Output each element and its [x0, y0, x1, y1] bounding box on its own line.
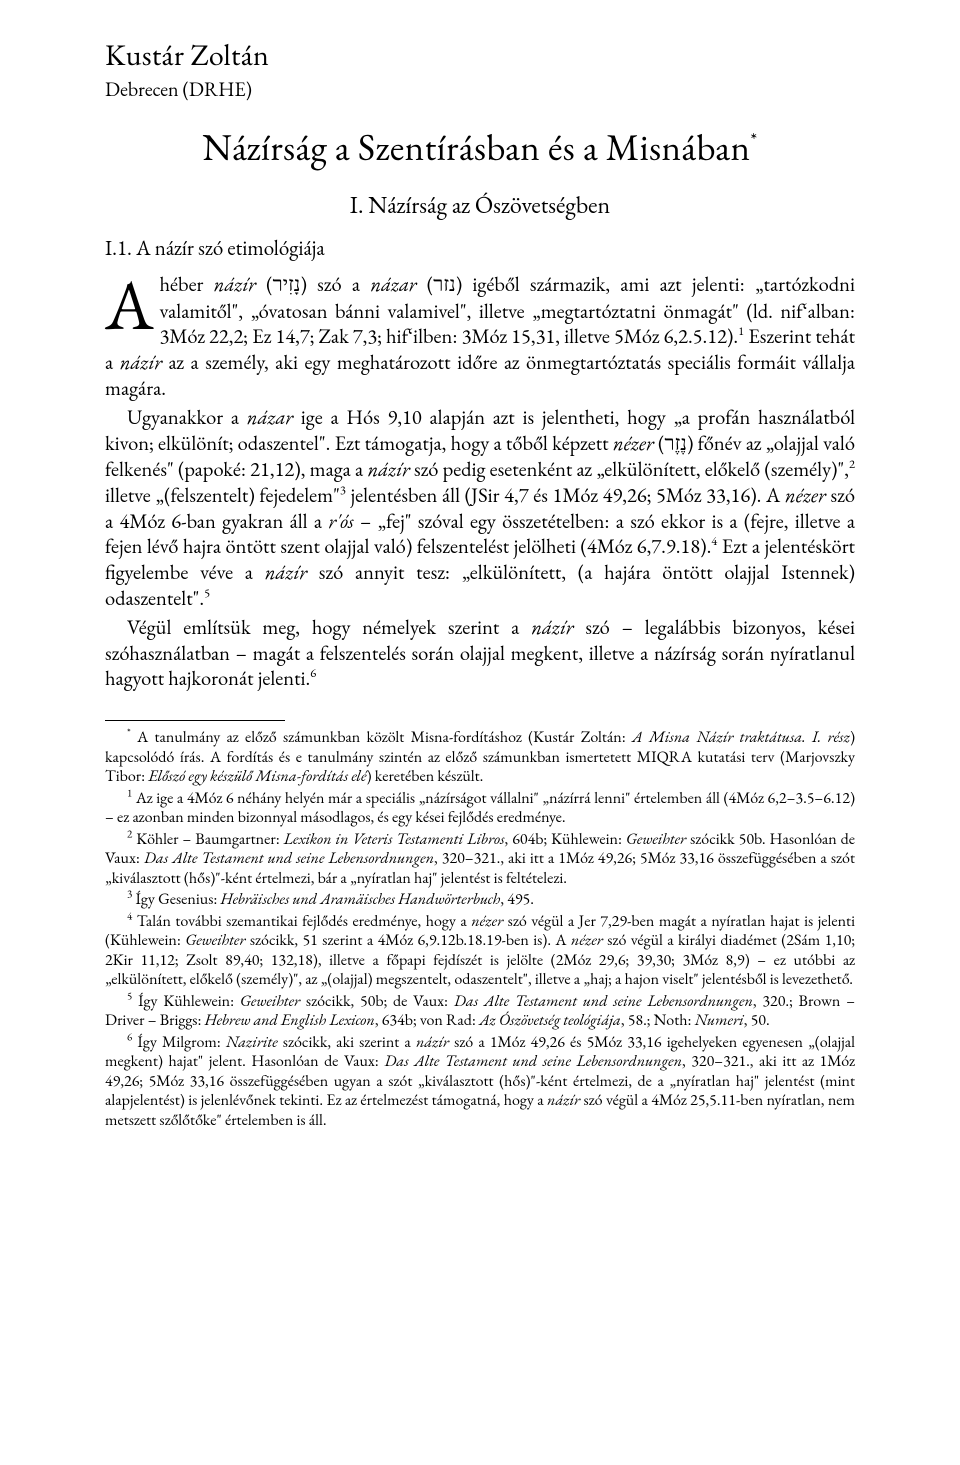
footnote-text: Így Kühlewein: Geweihter szócikk, 50b; d…: [105, 990, 855, 1031]
footnote-marker: 4: [127, 909, 132, 923]
subsection-heading: I.1. A názír szó etimológiája: [105, 235, 855, 262]
footnote-3: 3 Így Gesenius: Hebräisches und Aramäisc…: [105, 889, 855, 909]
footnotes-block: * A tanulmány az előző számunkban közölt…: [105, 727, 855, 1129]
paragraph-1: A héber názír (נָזִיר) szó a názar (נזר)…: [105, 272, 855, 401]
footnote-5: 5 Így Kühlewein: Geweihter szócikk, 50b;…: [105, 991, 855, 1030]
section-heading: I. Názírság az Ószövetségben: [105, 190, 855, 221]
paragraph-2: Ugyanakkor a názar ige a Hós 9,10 alapjá…: [105, 405, 855, 611]
page: Kustár Zoltán Debrecen (DRHE) Názírság a…: [0, 0, 960, 1465]
footnote-text: Az ige a 4Móz 6 néhány helyén már a spec…: [105, 787, 855, 828]
footnote-text: Így Milgrom: Nazirite szócikk, aki szeri…: [105, 1031, 855, 1130]
footnote-text: Köhler – Baumgartner: Lexikon in Veteris…: [105, 828, 855, 888]
footnote-marker: 1: [127, 786, 132, 800]
footnote-6: 6 Így Milgrom: Nazirite szócikk, aki sze…: [105, 1032, 855, 1130]
footnote-marker: 5: [127, 989, 132, 1003]
paragraph-3: Végül említsük meg, hogy némelyek szerin…: [105, 615, 855, 692]
footnote-text: A tanulmány az előző számunkban közölt M…: [105, 726, 855, 786]
footnote-text: Talán további szemantikai fejlődés eredm…: [105, 910, 855, 990]
footnote-marker: 6: [127, 1030, 132, 1044]
author-affiliation: Debrecen (DRHE): [105, 76, 855, 102]
title-asterisk: *: [750, 127, 757, 153]
footnote-text: Így Gesenius: Hebräisches und Aramäische…: [135, 888, 533, 909]
paragraph-1-text: héber názír (נָזִיר) szó a názar (נזר) i…: [105, 271, 855, 402]
footnote-2: 2 Köhler – Baumgartner: Lexikon in Veter…: [105, 829, 855, 888]
title-text: Názírság a Szentírásban és a Misnában: [202, 124, 750, 172]
footnote-marker: 3: [127, 888, 132, 902]
footnote-4: 4 Talán további szemantikai fejlődés ere…: [105, 911, 855, 989]
footnote-1: 1 Az ige a 4Móz 6 néhány helyén már a sp…: [105, 788, 855, 827]
footnote-marker: 2: [127, 827, 132, 841]
footnote-marker: *: [127, 726, 131, 740]
dropcap: A: [105, 272, 159, 333]
footnote-rule: [105, 720, 285, 721]
article-title: Názírság a Szentírásban és a Misnában*: [105, 124, 855, 172]
author-name: Kustár Zoltán: [105, 35, 855, 74]
footnote-star: * A tanulmány az előző számunkban közölt…: [105, 727, 855, 786]
